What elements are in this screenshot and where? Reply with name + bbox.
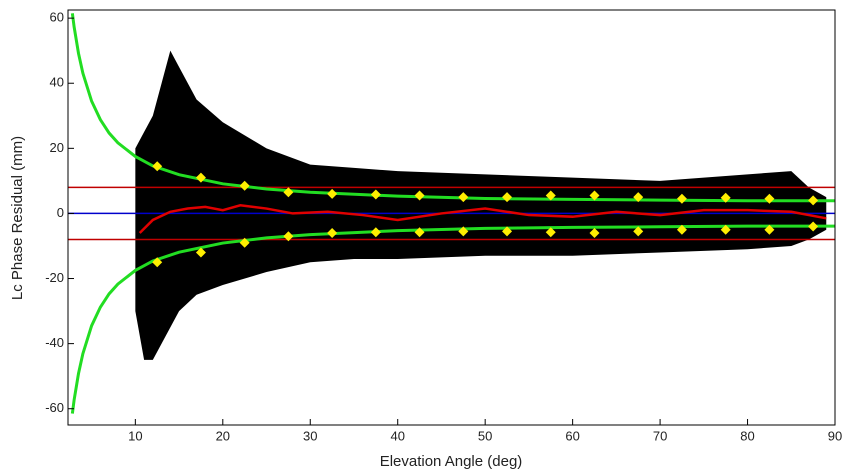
- x-tick-label: 70: [653, 428, 667, 443]
- diamond-point: [676, 224, 687, 235]
- series-line: [70, 224, 835, 414]
- axes-frame: [67, 9, 836, 426]
- diamond-point: [458, 192, 469, 203]
- x-tick-label: 30: [303, 428, 317, 443]
- diamond-point: [327, 227, 338, 238]
- diamond-point: [283, 187, 294, 198]
- diamond-point: [458, 226, 469, 237]
- x-tick-label: 20: [216, 428, 230, 443]
- diamond-point: [545, 227, 556, 238]
- diamond-point: [370, 189, 381, 200]
- series-line: [138, 204, 827, 234]
- diamond-point: [414, 190, 425, 201]
- y-axis-label: Lc Phase Residual (mm): [9, 136, 26, 300]
- x-tick-label: 50: [478, 428, 492, 443]
- diamond-point: [764, 193, 775, 204]
- y-tick-label: 0: [57, 205, 64, 220]
- diamond-point: [239, 237, 250, 248]
- diamond-point: [414, 227, 425, 238]
- x-tick-label: 40: [390, 428, 404, 443]
- diamond-point: [589, 190, 600, 201]
- y-tick-label: -20: [45, 270, 64, 285]
- diamond-point: [152, 257, 163, 268]
- diamond-point: [152, 161, 163, 172]
- y-tick-label: 20: [50, 140, 64, 155]
- diamond-point: [195, 247, 206, 258]
- diamond-point: [370, 227, 381, 238]
- series-line: [70, 13, 835, 203]
- x-tick-label: 80: [740, 428, 754, 443]
- x-tick-label: 10: [128, 428, 142, 443]
- plot-area: [68, 13, 835, 414]
- y-tick-label: -40: [45, 335, 64, 350]
- diamond-point: [502, 192, 513, 203]
- diamond-point: [764, 224, 775, 235]
- y-tick-label: -60: [45, 400, 64, 415]
- diamond-point: [545, 190, 556, 201]
- diamond-point: [283, 231, 294, 242]
- diamond-point: [808, 195, 819, 206]
- x-axis-label: Elevation Angle (deg): [380, 453, 523, 470]
- diamond-point: [502, 226, 513, 237]
- diamond-point: [633, 226, 644, 237]
- x-tick-label: 90: [828, 428, 842, 443]
- x-tick-label: 60: [565, 428, 579, 443]
- residual-cloud: [135, 50, 827, 360]
- diamond-point: [720, 224, 731, 235]
- diamond-point: [589, 227, 600, 238]
- y-tick-label: 60: [50, 10, 64, 25]
- diamond-point: [239, 180, 250, 191]
- diamond-point: [327, 188, 338, 199]
- y-tick-label: 40: [50, 75, 64, 90]
- diamond-point: [720, 192, 731, 203]
- diamond-point: [808, 221, 819, 232]
- diamond-point: [676, 193, 687, 204]
- diamond-point: [195, 172, 206, 183]
- diamond-point: [633, 192, 644, 203]
